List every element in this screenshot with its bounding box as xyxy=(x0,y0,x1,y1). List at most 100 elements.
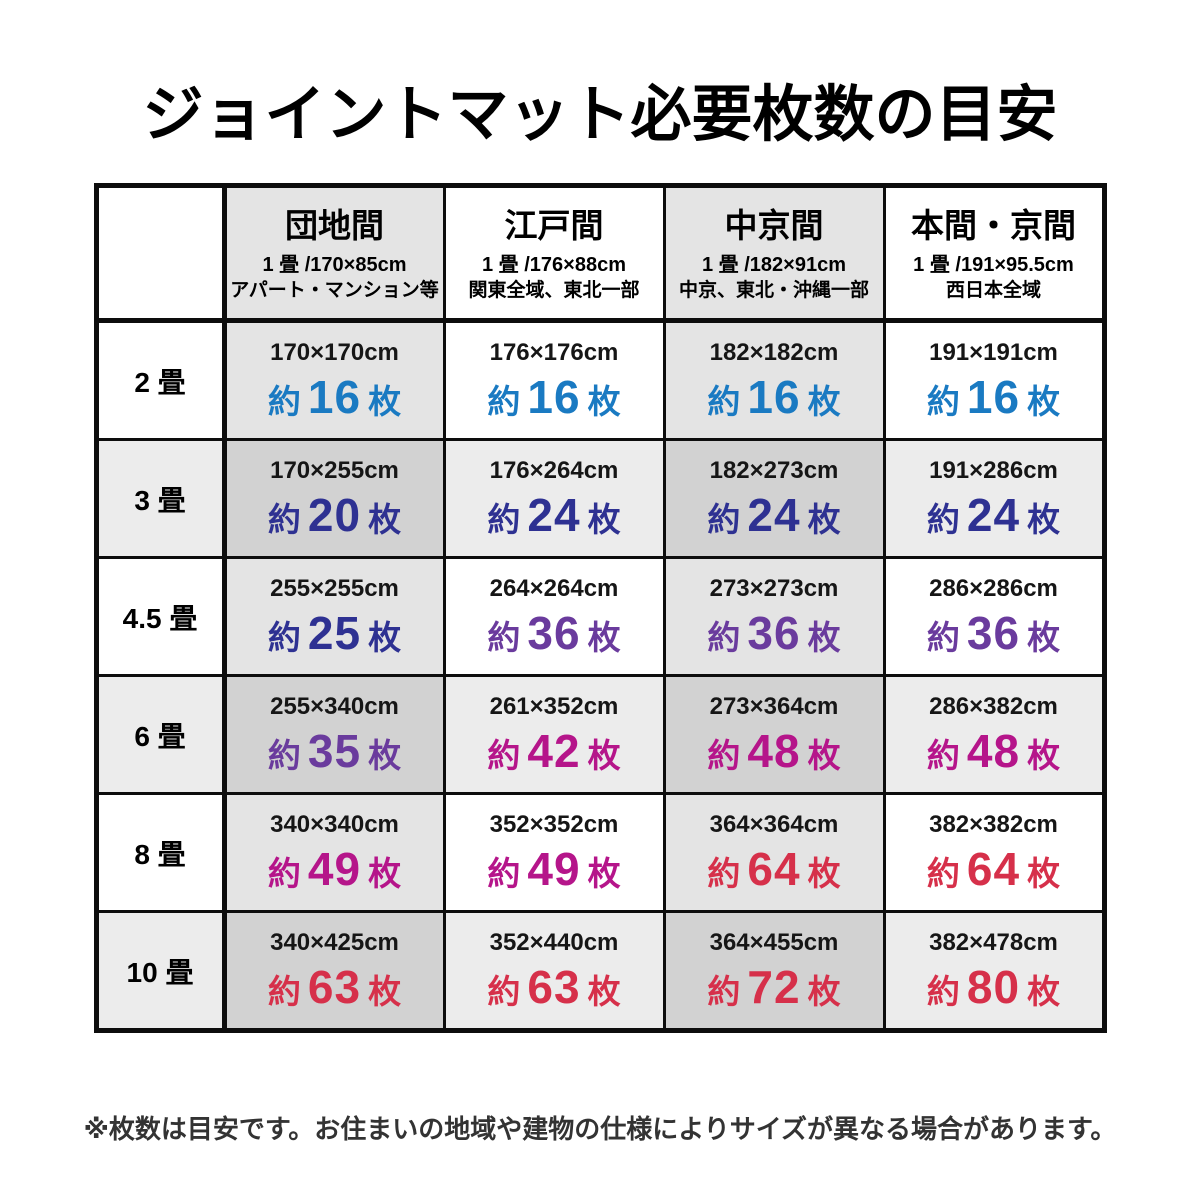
column-tatami-size: 1 畳 /176×88cm xyxy=(482,253,626,276)
mat-count-unit: 枚 xyxy=(587,383,621,420)
mat-count-unit: 枚 xyxy=(368,501,402,538)
room-dimensions: 273×273cm xyxy=(709,575,839,602)
mat-count-value: 36 xyxy=(747,607,801,659)
mat-count: 約 24 枚 xyxy=(886,492,1102,538)
mat-count-cell: 255×340cm 約 35 枚 xyxy=(222,674,446,795)
mat-count-approx: 約 xyxy=(487,855,521,892)
mat-count-value: 16 xyxy=(527,371,581,423)
mat-count-approx: 約 xyxy=(707,737,741,774)
row-label: 10 畳 xyxy=(94,910,227,1032)
mat-count-table: 団地間 1 畳 /170×85cm アパート・マンション等 江戸間 1 畳 /1… xyxy=(93,183,1107,1033)
row-label: 6 畳 xyxy=(94,674,227,795)
mat-count-value: 63 xyxy=(307,961,362,1013)
table-row: 3 畳 170×255cm 約 20 枚 176×264cm 約 24 枚 182×273cm 約 2… xyxy=(94,438,1106,559)
mat-count: 約 16 枚 xyxy=(446,374,663,420)
room-dimensions: 340×340cm xyxy=(270,811,399,838)
mat-count-approx: 約 xyxy=(707,383,741,420)
mat-count-cell: 340×340cm 約 49 枚 xyxy=(222,792,446,913)
column-name: 江戸間 xyxy=(504,206,604,244)
mat-count: 約 24 枚 xyxy=(446,492,663,538)
mat-count-unit: 枚 xyxy=(368,737,402,774)
mat-count-unit: 枚 xyxy=(587,855,621,892)
mat-count-approx: 約 xyxy=(487,383,521,420)
mat-count-cell: 170×170cm 約 16 枚 xyxy=(222,319,446,441)
column-region: 中京、東北・沖縄一部 xyxy=(678,279,869,301)
mat-count: 約 36 枚 xyxy=(886,610,1102,656)
mat-count-value: 63 xyxy=(527,961,581,1013)
mat-count-cell: 191×286cm 約 24 枚 xyxy=(882,438,1106,559)
mat-count-cell: 273×273cm 約 36 枚 xyxy=(662,556,886,677)
mat-count: 約 36 枚 xyxy=(446,610,663,656)
mat-count-cell: 352×440cm 約 63 枚 xyxy=(442,910,666,1032)
mat-count-unit: 枚 xyxy=(368,383,402,420)
column-tatami-size: 1 畳 /182×91cm xyxy=(702,253,846,276)
room-dimensions: 170×170cm xyxy=(270,339,399,366)
mat-count-unit: 枚 xyxy=(807,973,841,1010)
mat-count-approx: 約 xyxy=(707,855,741,892)
column-region: アパート・マンション等 xyxy=(230,279,439,301)
mat-count: 約 24 枚 xyxy=(666,492,883,538)
mat-count: 約 48 枚 xyxy=(886,728,1102,774)
header-row: 団地間 1 畳 /170×85cm アパート・マンション等 江戸間 1 畳 /1… xyxy=(94,184,1106,323)
mat-count-approx: 約 xyxy=(707,501,741,538)
mat-count-cell: 340×425cm 約 63 枚 xyxy=(222,910,446,1032)
mat-count: 約 16 枚 xyxy=(666,374,883,420)
mat-count-unit: 枚 xyxy=(1027,855,1061,892)
room-dimensions: 264×264cm xyxy=(489,575,619,602)
mat-count-unit: 枚 xyxy=(807,737,841,774)
room-dimensions: 191×286cm xyxy=(929,457,1058,484)
mat-count-value: 36 xyxy=(527,607,581,659)
mat-count: 約 35 枚 xyxy=(227,728,443,774)
mat-count-cell: 182×273cm 約 24 枚 xyxy=(662,438,886,559)
room-dimensions: 352×440cm xyxy=(489,929,619,956)
mat-count-cell: 352×352cm 約 49 枚 xyxy=(442,792,666,913)
mat-count-cell: 170×255cm 約 20 枚 xyxy=(222,438,446,559)
mat-count-unit: 枚 xyxy=(368,855,402,892)
mat-count-cell: 364×364cm 約 64 枚 xyxy=(662,792,886,913)
mat-count-cell: 382×382cm 約 64 枚 xyxy=(882,792,1106,913)
room-dimensions: 170×255cm xyxy=(270,457,399,484)
mat-count-value: 24 xyxy=(527,489,581,541)
mat-count: 約 72 枚 xyxy=(666,964,883,1010)
mat-count-approx: 約 xyxy=(926,619,960,656)
mat-count: 約 64 枚 xyxy=(886,846,1102,892)
room-dimensions: 364×364cm xyxy=(709,811,839,838)
mat-count: 約 16 枚 xyxy=(227,374,443,420)
row-label: 4.5 畳 xyxy=(94,556,227,677)
mat-count-unit: 枚 xyxy=(587,973,621,1010)
mat-count-cell: 261×352cm 約 42 枚 xyxy=(442,674,666,795)
page-title: ジョイントマット必要枚数の目安 xyxy=(142,80,1058,148)
mat-count-cell: 191×191cm 約 16 枚 xyxy=(882,319,1106,441)
mat-count-cell: 382×478cm 約 80 枚 xyxy=(882,910,1106,1032)
table-row: 10 畳 340×425cm 約 63 枚 352×440cm 約 63 枚 364×455cm 約… xyxy=(94,910,1106,1032)
room-dimensions: 261×352cm xyxy=(489,693,619,720)
column-tatami-size: 1 畳 /170×85cm xyxy=(262,253,407,276)
mat-count-approx: 約 xyxy=(487,501,521,538)
mat-count-cell: 364×455cm 約 72 枚 xyxy=(662,910,886,1032)
mat-count-unit: 枚 xyxy=(807,383,841,420)
mat-count-value: 24 xyxy=(747,489,801,541)
row-label: 3 畳 xyxy=(94,438,227,559)
mat-count-cell: 176×176cm 約 16 枚 xyxy=(442,319,666,441)
mat-count-approx: 約 xyxy=(487,737,521,774)
mat-count-unit: 枚 xyxy=(1027,737,1061,774)
room-dimensions: 273×364cm xyxy=(709,693,839,720)
table-row: 8 畳 340×340cm 約 49 枚 352×352cm 約 49 枚 364×364cm 約 6… xyxy=(94,792,1106,913)
mat-count-value: 49 xyxy=(307,843,362,895)
mat-count-value: 64 xyxy=(747,843,801,895)
mat-count: 約 20 枚 xyxy=(227,492,443,538)
mat-count-approx: 約 xyxy=(707,973,741,1010)
table-body: 2 畳 170×170cm 約 16 枚 176×176cm 約 16 枚 182×182cm 約 1… xyxy=(94,319,1106,1032)
mat-count-approx: 約 xyxy=(267,501,301,538)
mat-count-unit: 枚 xyxy=(587,619,621,656)
mat-count-value: 72 xyxy=(747,961,801,1013)
room-dimensions: 191×191cm xyxy=(929,339,1058,366)
table-row: 2 畳 170×170cm 約 16 枚 176×176cm 約 16 枚 182×182cm 約 1… xyxy=(94,319,1106,441)
room-dimensions: 364×455cm xyxy=(709,929,839,956)
mat-count-approx: 約 xyxy=(267,973,301,1010)
mat-count-value: 16 xyxy=(966,371,1021,423)
mat-count-value: 36 xyxy=(966,607,1021,659)
mat-count-value: 20 xyxy=(307,489,362,541)
column-header-chukyoma: 中京間 1 畳 /182×91cm 中京、東北・沖縄一部 xyxy=(662,184,886,323)
